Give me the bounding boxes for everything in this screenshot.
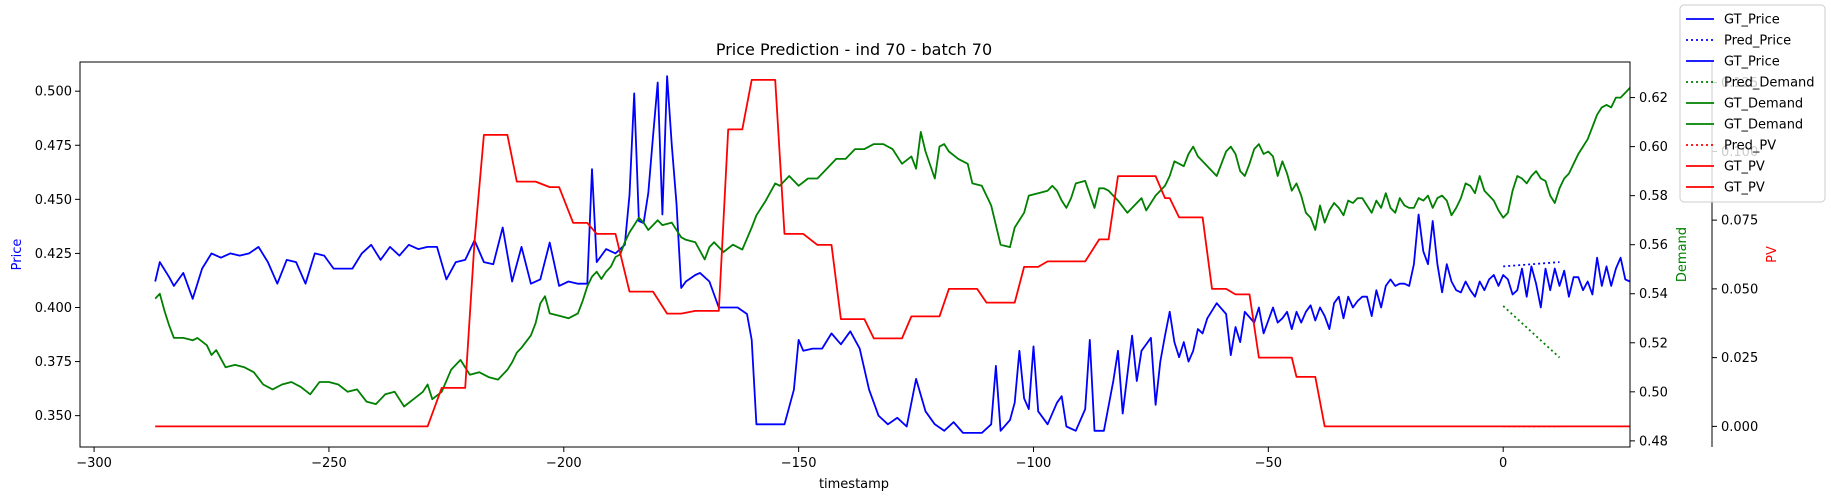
pv-tick-label: 0.075 xyxy=(1721,214,1758,229)
demand-tick-label: 0.54 xyxy=(1639,287,1668,302)
legend-label: GT_Demand xyxy=(1724,118,1803,133)
demand-tick-label: 0.60 xyxy=(1639,140,1668,155)
price-tick-label: 0.475 xyxy=(35,139,72,154)
series-line-gt-price xyxy=(154,75,1630,434)
legend-label: GT_PV xyxy=(1724,160,1765,175)
legend-label: GT_Demand xyxy=(1724,97,1803,112)
x-tick-label: −200 xyxy=(546,456,582,471)
legend-label: GT_Price xyxy=(1724,13,1780,28)
demand-tick-label: 0.48 xyxy=(1639,434,1668,449)
demand-tick-label: 0.50 xyxy=(1639,385,1668,400)
legend-box xyxy=(1679,4,1826,203)
pv-axis-label: PV xyxy=(1765,246,1780,263)
demand-tick-label: 0.56 xyxy=(1639,238,1668,253)
plot-area xyxy=(154,75,1630,434)
legend-label: Pred_Price xyxy=(1724,34,1791,49)
price-tick-label: 0.500 xyxy=(35,85,72,100)
legend-label: GT_Price xyxy=(1724,55,1780,70)
legend-label: Pred_PV xyxy=(1724,139,1776,154)
x-tick-label: 0 xyxy=(1499,456,1507,471)
x-tick-label: −100 xyxy=(1016,456,1052,471)
demand-axis-label: Demand xyxy=(1675,227,1690,282)
chart-title: Price Prediction - ind 70 - batch 70 xyxy=(716,40,992,59)
x-tick-label: −50 xyxy=(1255,456,1282,471)
demand-tick-label: 0.52 xyxy=(1639,336,1668,351)
legend: GT_Price Pred_Price GT_Price Pred_Demand GT_… xyxy=(1679,4,1826,203)
demand-tick-label: 0.58 xyxy=(1639,189,1668,204)
price-tick-label: 0.400 xyxy=(35,301,72,316)
x-tick-label: −150 xyxy=(781,456,817,471)
price-tick-label: 0.350 xyxy=(35,409,72,424)
x-axis-label: timestamp xyxy=(819,477,889,492)
plot-frame xyxy=(79,61,1631,448)
price-axis-label: Price xyxy=(10,239,25,271)
pv-tick-label: 0.025 xyxy=(1721,351,1758,366)
legend-label: GT_PV xyxy=(1724,181,1765,196)
x-tick-label: −300 xyxy=(76,456,112,471)
pv-tick-label: 0.050 xyxy=(1721,282,1758,297)
pv-tick-label: 0.000 xyxy=(1721,420,1758,435)
series-line-gt-demand xyxy=(154,86,1630,408)
price-tick-label: 0.425 xyxy=(35,247,72,262)
legend-label: Pred_Demand xyxy=(1724,76,1815,91)
series-line-gt-pv xyxy=(155,79,1630,428)
x-tick-label: −250 xyxy=(311,456,347,471)
price-tick-label: 0.375 xyxy=(35,355,72,370)
series-group xyxy=(154,75,1630,434)
price-tick-label: 0.450 xyxy=(35,193,72,208)
demand-tick-label: 0.62 xyxy=(1639,91,1668,106)
